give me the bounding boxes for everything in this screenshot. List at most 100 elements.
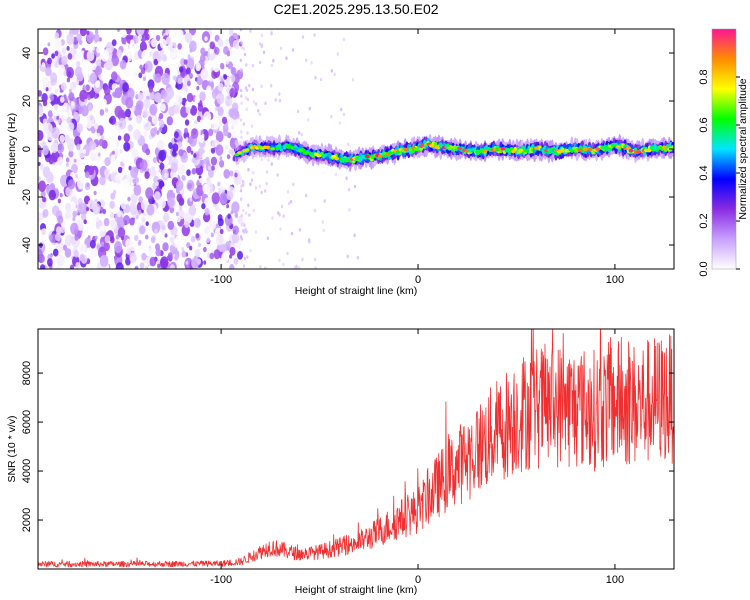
track-peak: [370, 155, 375, 159]
track-peak: [270, 147, 276, 151]
noise-blob: [231, 125, 234, 130]
spectrogram-y-tick-label: -20: [21, 189, 33, 205]
noise-blob: [208, 165, 211, 171]
noise-blob: [215, 187, 219, 193]
noise-blob: [240, 223, 243, 227]
noise-blob: [204, 197, 212, 209]
noise-blob: [193, 217, 201, 228]
noise-blob: [171, 29, 176, 32]
noise-blob: [50, 142, 58, 154]
noise-blob: [237, 215, 244, 225]
noise-blob: [168, 106, 176, 117]
noise-blob: [129, 252, 137, 264]
noise-blob: [243, 256, 247, 261]
noise-blob: [272, 58, 275, 63]
noise-blob: [247, 203, 250, 208]
snr-y-tick-label: 8000: [21, 361, 33, 385]
noise-blob: [80, 163, 86, 171]
track-peak: [500, 147, 506, 151]
noise-blob: [260, 84, 263, 89]
noise-blob: [189, 72, 193, 78]
noise-blob: [66, 46, 70, 51]
noise-blob: [68, 88, 72, 94]
noise-blob: [347, 142, 350, 147]
snr-y-tick-label: 4000: [21, 459, 33, 483]
noise-blob: [300, 132, 303, 137]
spectrogram-y-tick-label: 40: [21, 47, 33, 59]
noise-blob: [150, 128, 157, 137]
noise-blob: [226, 204, 230, 209]
noise-blob: [159, 38, 167, 49]
noise-blob: [91, 46, 95, 51]
noise-blob: [330, 114, 333, 119]
noise-blob: [75, 262, 80, 269]
noise-blob: [185, 57, 195, 70]
noise-blob: [118, 117, 127, 130]
noise-blob: [112, 150, 115, 155]
noise-blob: [174, 235, 183, 248]
noise-blob: [45, 66, 52, 77]
noise-blob: [189, 197, 193, 202]
noise-blob: [242, 122, 245, 126]
noise-blob: [97, 152, 101, 157]
noise-blob: [229, 47, 238, 58]
noise-blob: [93, 190, 97, 196]
spectrogram-y-ticks: -40 -20 0 20 40: [21, 47, 674, 253]
noise-blob: [48, 189, 56, 201]
noise-blob: [159, 162, 165, 170]
noise-blob: [59, 174, 69, 187]
noise-blob: [56, 241, 64, 253]
noise-blob: [204, 208, 210, 216]
noise-blob: [38, 90, 42, 97]
noise-blob: [219, 192, 228, 205]
noise-blob: [139, 41, 147, 52]
noise-blob: [167, 197, 175, 208]
noise-blob: [199, 91, 206, 102]
noise-blob: [165, 87, 175, 100]
noise-blob: [217, 38, 224, 48]
noise-blob: [138, 196, 143, 204]
noise-blob: [73, 111, 79, 120]
noise-blob: [330, 69, 333, 73]
noise-blob: [246, 97, 250, 102]
noise-blob: [102, 208, 107, 215]
noise-blob: [292, 182, 295, 187]
noise-blob: [98, 138, 104, 147]
noise-blob: [137, 34, 142, 41]
noise-blob: [249, 182, 252, 186]
noise-blob: [64, 248, 72, 258]
noise-blob: [138, 239, 142, 245]
noise-blob: [148, 246, 155, 257]
noise-blob: [110, 154, 116, 163]
noise-blob: [45, 87, 49, 92]
track-peak: [628, 148, 634, 153]
noise-blob: [279, 46, 283, 51]
noise-blob: [190, 150, 194, 155]
noise-blob: [47, 110, 54, 118]
snr-y-tick-label: 6000: [21, 410, 33, 434]
noise-blob: [54, 183, 58, 189]
noise-blob: [185, 137, 189, 142]
track-peak: [577, 148, 583, 152]
noise-blob: [110, 218, 118, 230]
noise-blob: [95, 59, 102, 68]
noise-blob: [186, 145, 192, 154]
noise-blob: [322, 228, 325, 233]
noise-blob: [55, 232, 61, 242]
snr-frame: [37, 328, 675, 570]
spectrogram-x-tick-label: -100: [210, 274, 232, 286]
noise-blob: [73, 82, 77, 87]
spectrogram-y-tick-label: -40: [21, 237, 33, 253]
noise-blob: [225, 59, 229, 65]
noise-blob: [76, 143, 81, 151]
noise-blob: [113, 189, 117, 195]
noise-blob: [229, 254, 233, 259]
noise-blob: [125, 29, 132, 35]
noise-blob: [244, 211, 248, 215]
noise-blob: [249, 29, 252, 33]
noise-blob: [305, 193, 308, 198]
noise-blob: [51, 53, 55, 59]
noise-blob: [84, 98, 88, 104]
noise-blob: [70, 264, 74, 269]
